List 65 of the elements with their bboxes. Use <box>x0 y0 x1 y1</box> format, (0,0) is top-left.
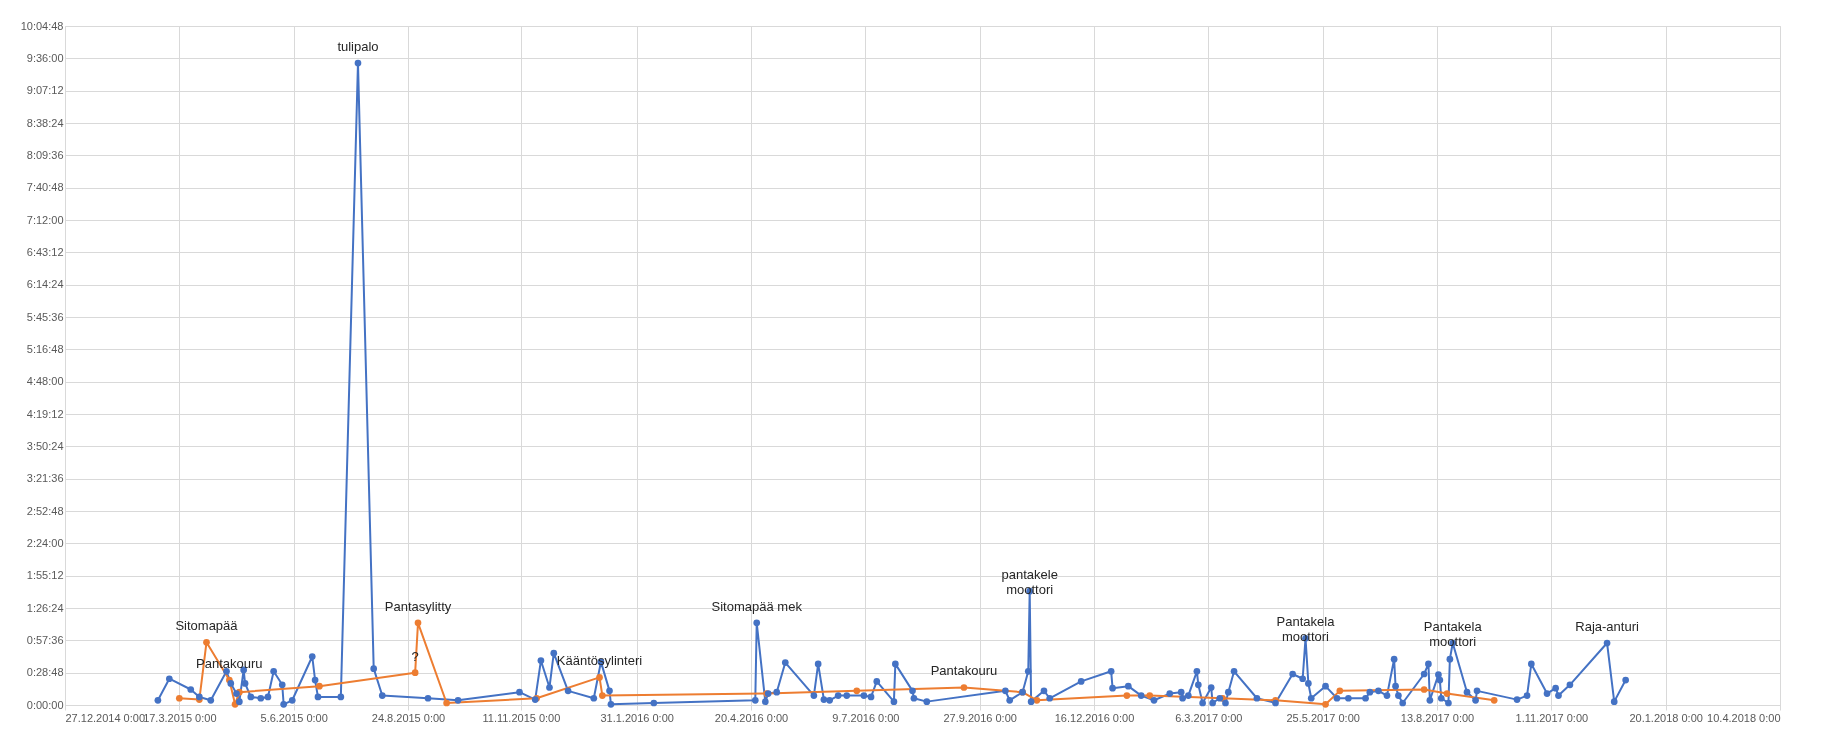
point <box>316 682 323 690</box>
y-tick-label: 8:09:36 <box>26 148 64 161</box>
x-tick-label: 27.9.2016 0:00 <box>943 711 1017 724</box>
x-tick-label: 31.1.2016 0:00 <box>600 711 674 724</box>
point <box>1443 690 1451 697</box>
y-tick-label: 1:55:12 <box>26 569 64 582</box>
x-tick-label: 17.3.2015 0:00 <box>143 711 217 724</box>
x-tick-label: 11.11.2015 0:00 <box>482 711 561 724</box>
annotation: Pantakela moottori <box>1276 614 1336 645</box>
point <box>443 699 450 707</box>
y-tick-label: 5:16:48 <box>26 342 64 355</box>
y-tick-label: 7:40:48 <box>26 181 64 194</box>
y-tick-label: 3:21:36 <box>26 472 64 485</box>
x-tick-label: 16.12.2016 0:00 <box>1054 711 1135 724</box>
point <box>960 684 968 691</box>
point <box>411 669 419 677</box>
y-tick-label: 0:28:48 <box>26 666 64 679</box>
x-tick-label: 10.4.2018 0:00 <box>1707 711 1781 724</box>
y-tick-label: 9:07:12 <box>26 84 64 97</box>
point <box>1146 692 1154 699</box>
x-tick-label: 20.1.2018 0:00 <box>1629 711 1703 724</box>
annotation: Kääntösylinteri <box>556 653 643 669</box>
point <box>599 692 606 699</box>
annotation: Pantakela moottori <box>1423 619 1483 650</box>
annotation: Pantakouru <box>930 663 998 679</box>
y-tick-label: 0:57:36 <box>26 633 64 646</box>
x-tick-label: 6.3.2017 0:00 <box>1175 711 1243 724</box>
y-tick-label: 10:04:48 <box>20 19 64 32</box>
y-tick-label: 0:00:00 <box>26 698 64 711</box>
y-tick-label: 4:48:00 <box>26 375 64 388</box>
y-tick-label: 9:36:00 <box>26 51 64 64</box>
point <box>1490 696 1498 704</box>
y-tick-label: 2:24:00 <box>26 536 64 549</box>
y-tick-label: 7:12:00 <box>26 213 64 226</box>
point <box>596 674 603 681</box>
annotation: pantakele moottori <box>1001 567 1058 598</box>
point <box>175 694 183 702</box>
y-tick-label: 4:19:12 <box>26 407 64 420</box>
x-tick-label: 25.5.2017 0:00 <box>1286 711 1360 724</box>
point <box>1123 692 1131 699</box>
x-tick-label: 9.7.2016 0:00 <box>832 711 900 724</box>
x-tick-label: 20.4.2016 0:00 <box>714 711 789 724</box>
point <box>414 619 422 627</box>
annotation: Pantasylitty <box>384 598 452 614</box>
y-tick-label: 6:43:12 <box>26 245 64 258</box>
y-tick-label: 6:14:24 <box>26 278 64 291</box>
x-tick-label: 27.12.2014 0:00 <box>65 711 146 724</box>
y-tick-label: 1:26:24 <box>26 601 64 614</box>
x-tick-label: 24.8.2015 0:00 <box>371 711 446 724</box>
y-tick-label: 3:50:24 <box>26 439 64 452</box>
point <box>1033 696 1041 704</box>
x-tick-label: 5.6.2015 0:00 <box>260 711 328 724</box>
annotation: Sitomapää mek <box>711 598 803 614</box>
y-tick-label: 8:38:24 <box>26 116 64 129</box>
point <box>203 639 210 646</box>
annotation: Raja-anturi <box>1575 619 1639 635</box>
y-tick-label: 2:52:48 <box>26 504 64 517</box>
x-tick-label: 13.8.2017 0:00 <box>1400 711 1475 724</box>
y-tick-label: 5:45:36 <box>26 310 64 323</box>
point <box>1336 687 1344 695</box>
point <box>1420 686 1428 693</box>
annotation: tulipalo <box>337 39 379 55</box>
x-tick-label: 1.11.2017 0:00 <box>1515 711 1589 724</box>
point <box>853 687 861 695</box>
annotation: Sitomapää <box>175 618 239 634</box>
